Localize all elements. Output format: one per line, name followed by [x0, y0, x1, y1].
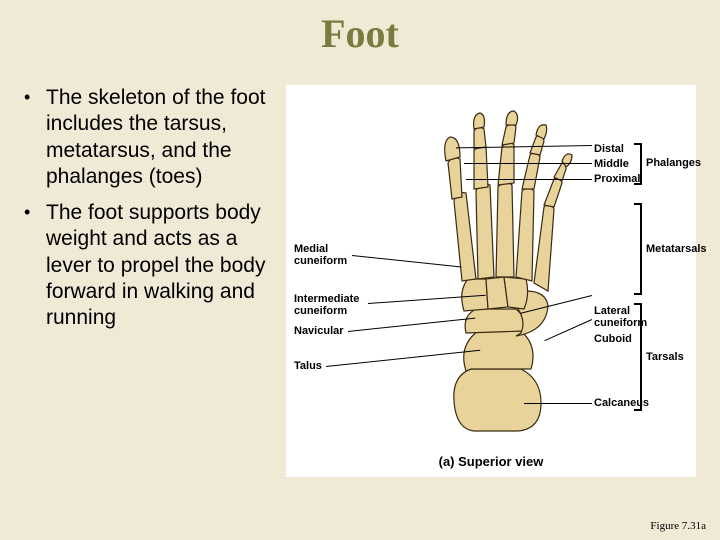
figure-panel: Medial cuneiform Intermediate cuneiform … — [286, 85, 696, 477]
label-talus: Talus — [294, 360, 322, 372]
foot-skeleton-illustration — [396, 91, 596, 441]
brace-phalanges — [634, 143, 642, 185]
label-middle: Middle — [594, 158, 629, 170]
list-item: • The foot supports body weight and acts… — [24, 200, 274, 331]
leader-line — [466, 179, 592, 180]
bullet-dot: • — [24, 200, 46, 331]
brace-tarsals — [634, 303, 642, 411]
content-row: • The skeleton of the foot includes the … — [0, 57, 720, 477]
bullet-dot: • — [24, 85, 46, 190]
label-metatarsals: Metatarsals — [646, 243, 707, 255]
list-item: • The skeleton of the foot includes the … — [24, 85, 274, 190]
page-title: Foot — [0, 0, 720, 57]
label-intermediate-cuneiform: Intermediate cuneiform — [294, 293, 359, 317]
label-phalanges: Phalanges — [646, 157, 701, 169]
bullet-column: • The skeleton of the foot includes the … — [24, 85, 274, 477]
bullet-text: The foot supports body weight and acts a… — [46, 200, 274, 331]
brace-metatarsals — [634, 203, 642, 295]
label-navicular: Navicular — [294, 325, 344, 337]
label-distal: Distal — [594, 143, 624, 155]
figure-caption: (a) Superior view — [286, 454, 696, 469]
label-cuboid: Cuboid — [594, 333, 632, 345]
leader-line — [524, 403, 592, 404]
label-tarsals: Tarsals — [646, 351, 684, 363]
bullet-text: The skeleton of the foot includes the ta… — [46, 85, 274, 190]
figure-reference: Figure 7.31a — [650, 520, 706, 532]
leader-line — [464, 163, 592, 164]
label-medial-cuneiform: Medial cuneiform — [294, 243, 347, 267]
